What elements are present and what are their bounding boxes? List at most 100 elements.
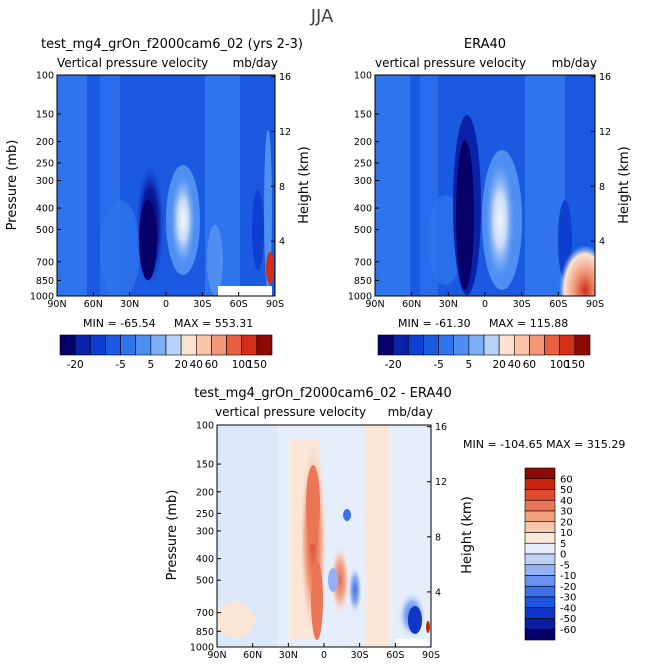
colorbar-diff-label: -5 bbox=[560, 560, 570, 571]
colorbar-swatch bbox=[498, 334, 515, 356]
colorbar-label: 20 bbox=[174, 359, 187, 371]
colorbar-diff-swatch bbox=[524, 542, 556, 555]
colorbar-swatch bbox=[574, 334, 591, 356]
colorbar-diff-swatch bbox=[524, 510, 556, 523]
colorbar-diff-label: 30 bbox=[560, 507, 573, 518]
panel-model-units: mb/day bbox=[233, 56, 278, 70]
y2tick-label: 16 bbox=[279, 72, 291, 83]
colorbar-diff-swatch bbox=[524, 499, 556, 512]
panel-diff-units: mb/day bbox=[388, 405, 433, 419]
y2tick-label: 4 bbox=[279, 237, 285, 248]
colorbar-diff-swatch bbox=[524, 596, 556, 609]
colorbar-swatch bbox=[150, 334, 167, 356]
ytick-label: 200 bbox=[36, 137, 54, 148]
panel-obs-xticks: 90N 60N 30N 0 30S 60S 90S bbox=[365, 292, 604, 310]
panel-diff-title: test_mg4_grOn_f2000cam6_02 - ERA40 bbox=[194, 386, 452, 401]
colorbar-swatch bbox=[89, 334, 106, 356]
panel-obs-y2ticks: 16 12 8 4 bbox=[591, 72, 611, 248]
panel-model-y2label: Height (km) bbox=[297, 146, 312, 223]
xtick-label: 60N bbox=[84, 299, 103, 310]
colorbar-diff-label: 5 bbox=[560, 539, 566, 550]
colorbar-label: -20 bbox=[385, 359, 402, 371]
xtick-label: 0 bbox=[321, 650, 327, 661]
panel-diff-y2label: Height (km) bbox=[460, 496, 475, 573]
colorbar-diff-swatch bbox=[524, 532, 556, 544]
colorbar-swatch bbox=[59, 334, 76, 356]
panel-obs-min: MIN = -61.30 bbox=[398, 317, 471, 330]
colorbar-diff-swatch bbox=[524, 521, 556, 533]
colorbar-label: 5 bbox=[148, 359, 155, 371]
colorbar-diff-swatch bbox=[524, 553, 556, 566]
ytick-label: 700 bbox=[354, 257, 372, 268]
main-title: JJA bbox=[310, 6, 334, 27]
ytick-label: 850 bbox=[196, 627, 214, 638]
xtick-label: 0 bbox=[163, 299, 169, 310]
colorbar-label: 100 bbox=[232, 359, 252, 371]
colorbar-label: 40 bbox=[190, 359, 203, 371]
ytick-label: 300 bbox=[354, 176, 372, 187]
panel-model-xticks: 90N 60N 30N 0 30S 60S 90S bbox=[47, 292, 284, 310]
panel-diff-field bbox=[217, 425, 431, 647]
panel-obs-yticks: 100 150 200 250 300 400 500 700 850 1000 bbox=[348, 71, 379, 303]
panel-diff-minmax: MIN = -104.65 MAX = 315.29 bbox=[463, 438, 625, 451]
colorbar-diff-label: -20 bbox=[560, 582, 576, 593]
panel-obs: ERA40 vertical pressure velocity mb/day … bbox=[348, 37, 632, 330]
ytick-label: 150 bbox=[354, 109, 372, 120]
y2tick-label: 16 bbox=[435, 422, 447, 433]
ytick-label: 700 bbox=[196, 608, 214, 619]
colorbar-swatch bbox=[392, 334, 409, 356]
colorbar-diff-label: 50 bbox=[560, 485, 573, 496]
ytick-label: 1000 bbox=[190, 643, 214, 654]
xtick-label: 90S bbox=[422, 650, 440, 661]
panel-model-yticks: 100 150 200 250 300 400 500 700 850 1000 bbox=[30, 71, 61, 303]
colorbar-diff-swatch bbox=[524, 607, 556, 619]
panel-model-max: MAX = 553.31 bbox=[174, 317, 253, 330]
colorbar-swatch bbox=[135, 334, 152, 356]
ytick-label: 150 bbox=[36, 109, 54, 120]
colorbar-swatch bbox=[241, 334, 258, 356]
xtick-label: 60S bbox=[549, 299, 567, 310]
panel-model-field bbox=[57, 75, 275, 296]
panel-obs-max: MAX = 115.88 bbox=[489, 317, 568, 330]
y2tick-label: 16 bbox=[599, 72, 611, 83]
colorbar-swatch bbox=[120, 334, 137, 356]
ytick-label: 250 bbox=[354, 158, 372, 169]
colorbar-label: 150 bbox=[247, 359, 267, 371]
ytick-label: 400 bbox=[36, 204, 54, 215]
colorbar-diff-swatch bbox=[524, 585, 556, 598]
ytick-label: 100 bbox=[354, 71, 372, 82]
colorbar-diff-label: -50 bbox=[560, 614, 576, 625]
panel-diff: test_mg4_grOn_f2000cam6_02 - ERA40 verti… bbox=[165, 386, 625, 661]
colorbar-label: 20 bbox=[492, 359, 505, 371]
colorbar-label: 5 bbox=[466, 359, 473, 371]
xtick-label: 30N bbox=[279, 650, 298, 661]
colorbar-diff-swatch bbox=[524, 564, 556, 576]
colorbar-swatch bbox=[453, 334, 470, 356]
ytick-label: 1000 bbox=[30, 292, 54, 303]
colorbar-diff-swatch bbox=[524, 618, 556, 630]
colorbar-swatch bbox=[468, 334, 485, 356]
colorbar-label: 60 bbox=[523, 359, 536, 371]
ytick-label: 400 bbox=[196, 554, 214, 565]
xtick-label: 90S bbox=[586, 299, 604, 310]
y2tick-label: 12 bbox=[279, 127, 291, 138]
ytick-label: 100 bbox=[36, 71, 54, 82]
ytick-label: 850 bbox=[36, 276, 54, 287]
ytick-label: 500 bbox=[36, 225, 54, 236]
xtick-label: 30N bbox=[439, 299, 458, 310]
y2tick-label: 4 bbox=[435, 587, 441, 598]
ytick-label: 300 bbox=[196, 526, 214, 537]
xtick-label: 30S bbox=[513, 299, 531, 310]
colorbar-diff-swatch bbox=[524, 575, 556, 587]
colorbar-label: -20 bbox=[67, 359, 84, 371]
colorbar-diff-label: -60 bbox=[560, 625, 576, 636]
panel-diff-ylabel: Pressure (mb) bbox=[165, 490, 180, 581]
xtick-label: 30N bbox=[120, 299, 139, 310]
colorbar-diff-label: 10 bbox=[560, 528, 573, 539]
colorbar-swatch bbox=[407, 334, 424, 356]
ytick-label: 100 bbox=[196, 421, 214, 432]
y2tick-label: 8 bbox=[279, 182, 285, 193]
colorbar-swatch bbox=[195, 334, 212, 356]
panel-obs-field bbox=[375, 75, 595, 296]
